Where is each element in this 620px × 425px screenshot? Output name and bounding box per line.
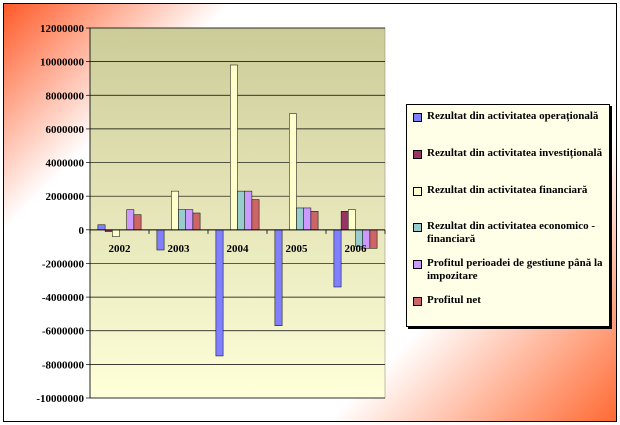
bar-2003-s1 bbox=[156, 229, 165, 251]
legend-swatch bbox=[413, 260, 422, 269]
y-tick-label: 6000000 bbox=[46, 124, 85, 136]
bar-2002-s6 bbox=[133, 214, 142, 231]
bars bbox=[97, 64, 378, 357]
legend-label: Profitul net bbox=[427, 294, 481, 306]
bar-2002-s3 bbox=[112, 229, 120, 237]
bar-2004-s4 bbox=[237, 190, 245, 231]
bar-2003-s5 bbox=[185, 209, 194, 231]
bar-2005-s5 bbox=[303, 207, 312, 231]
x-tick-label: 2004 bbox=[227, 243, 250, 255]
y-tick-label: 8000000 bbox=[46, 90, 85, 102]
legend-item: Rezultat din activitatea investițională bbox=[413, 147, 607, 160]
bar-2005-s4 bbox=[296, 207, 304, 231]
y-tick-label: -2000000 bbox=[42, 258, 85, 270]
y-tick-label: 4000000 bbox=[46, 158, 85, 170]
chart-frame: 12000000 10000000 8000000 6000000 4000000 200… bbox=[3, 3, 617, 422]
bar-2005-s1 bbox=[274, 229, 283, 326]
x-tick-label: 2002 bbox=[109, 243, 132, 255]
x-axis: 2002 2003 2004 2005 2006 bbox=[109, 243, 368, 255]
legend-label: Rezultat din activitatea economico - fin… bbox=[427, 220, 596, 245]
y-tick-label: 12000000 bbox=[40, 23, 85, 35]
legend-swatch bbox=[413, 187, 422, 196]
legend-label: Rezultat din activitatea operațională bbox=[427, 110, 599, 122]
x-tick-label: 2003 bbox=[168, 243, 191, 255]
bar-2002-s5 bbox=[126, 209, 135, 231]
x-tick-label: 2005 bbox=[286, 243, 309, 255]
y-tick-label: -6000000 bbox=[42, 326, 85, 338]
legend: Rezultat din activitatea operațională Rez… bbox=[406, 104, 610, 327]
legend-label: Profitul perioadei de gestiune până la i… bbox=[427, 257, 603, 282]
y-tick-label: 10000000 bbox=[40, 57, 85, 69]
y-tick-label: 0 bbox=[79, 225, 85, 237]
bar-2004-s5 bbox=[244, 190, 253, 231]
bar-2004-s1 bbox=[215, 229, 224, 357]
bar-2004-s3 bbox=[230, 64, 238, 231]
y-axis: 12000000 10000000 8000000 6000000 4000000 200… bbox=[36, 23, 91, 405]
legend-label: Rezultat din activitatea investițională bbox=[427, 147, 603, 159]
legend-item: Profitul perioadei de gestiune până la i… bbox=[413, 257, 607, 283]
bar-2003-s4 bbox=[178, 209, 186, 231]
bar-2006-s1 bbox=[333, 229, 342, 288]
legend-swatch bbox=[413, 223, 422, 232]
legend-item: Rezultat din activitatea economico - fin… bbox=[413, 220, 607, 246]
bar-2005-s6 bbox=[310, 211, 319, 231]
bar-2006-s6 bbox=[369, 229, 378, 249]
bar-2006-s3 bbox=[348, 209, 356, 231]
y-tick-label: -10000000 bbox=[36, 393, 84, 405]
y-tick-label: 2000000 bbox=[46, 191, 85, 203]
bar-2002-s1 bbox=[97, 224, 106, 231]
bar-2004-s6 bbox=[251, 199, 260, 231]
legend-swatch bbox=[413, 297, 422, 306]
legend-label: Rezultat din activitatea financiară bbox=[427, 184, 588, 196]
y-tick-label: -4000000 bbox=[42, 292, 85, 304]
bar-2003-s3 bbox=[171, 190, 179, 231]
legend-item: Rezultat din activitatea financiară bbox=[413, 184, 607, 197]
legend-swatch bbox=[413, 150, 422, 159]
bar-2006-s2 bbox=[340, 211, 349, 231]
legend-swatch bbox=[413, 113, 422, 122]
legend-item: Profitul net bbox=[413, 294, 607, 307]
bar-chart: 12000000 10000000 8000000 6000000 4000000 200… bbox=[36, 23, 386, 405]
x-tick-label: 2006 bbox=[345, 243, 368, 255]
bar-2005-s3 bbox=[289, 113, 297, 231]
legend-item: Rezultat din activitatea operațională bbox=[413, 110, 607, 123]
y-tick-label: -8000000 bbox=[42, 359, 85, 371]
bar-2003-s6 bbox=[192, 212, 201, 231]
